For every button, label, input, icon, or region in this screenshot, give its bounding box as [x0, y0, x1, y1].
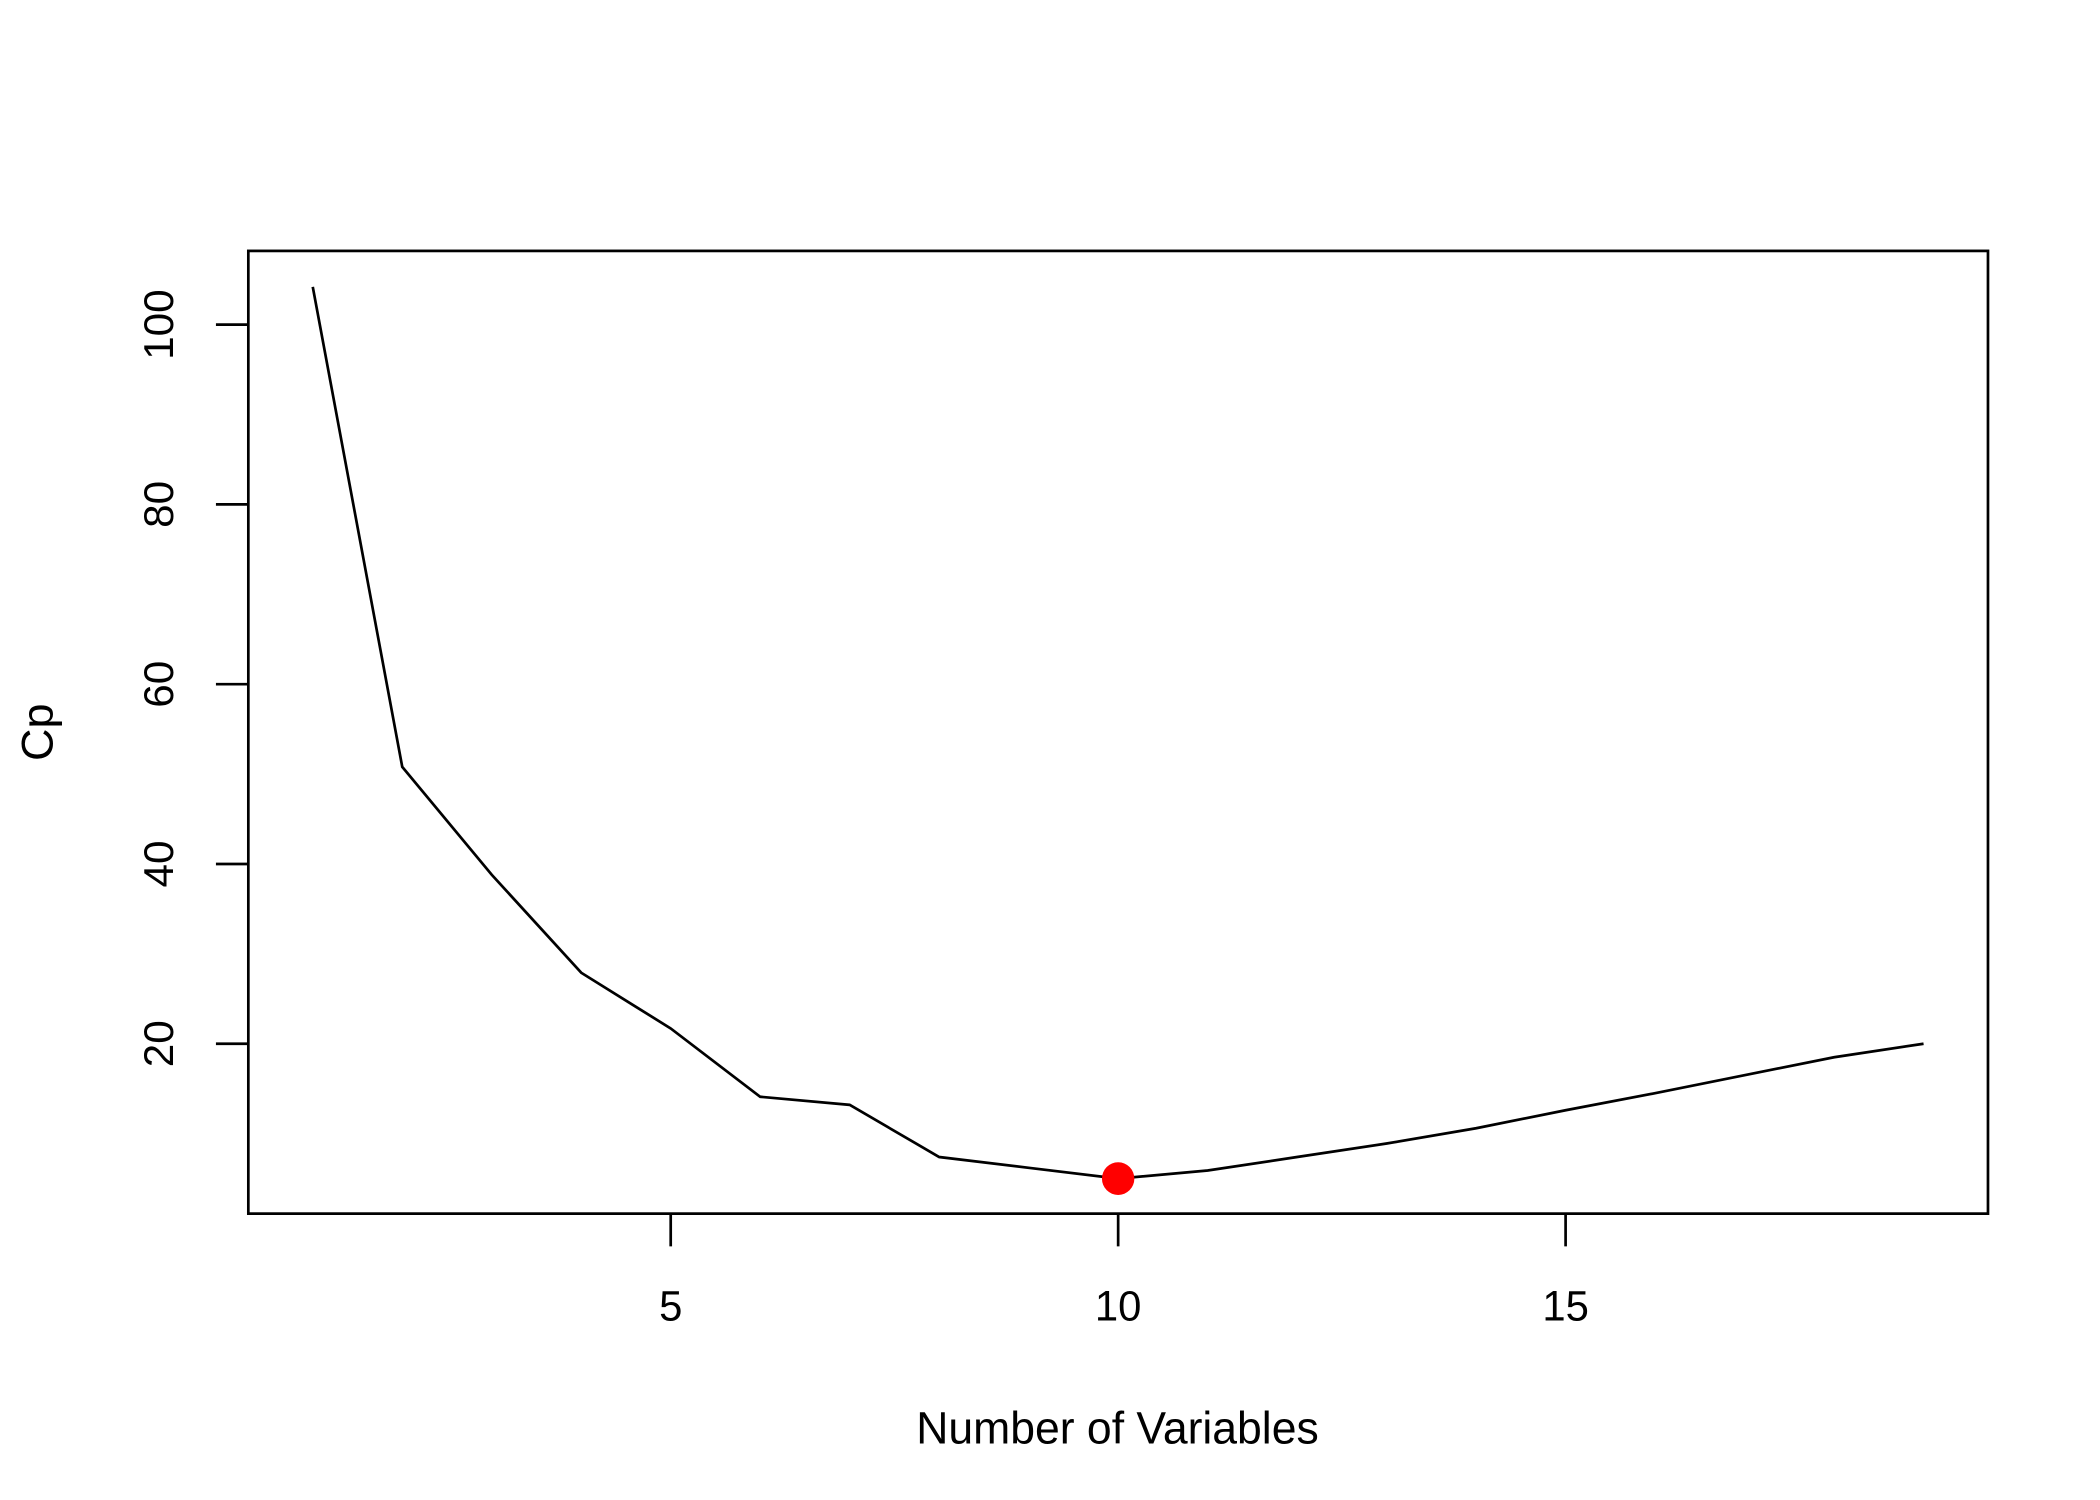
y-tick-label: 20 [135, 1020, 182, 1067]
x-tick-label: 10 [1095, 1282, 1142, 1329]
x-axis-title: Number of Variables [916, 1404, 1318, 1454]
y-tick-label: 60 [135, 661, 182, 708]
y-tick-label: 100 [135, 289, 182, 360]
y-tick-label: 80 [135, 481, 182, 528]
plot-frame [246, 249, 1990, 1215]
data-line [311, 286, 1924, 1180]
x-tick-label: 5 [659, 1282, 682, 1329]
y-axis-title: Cp [12, 704, 62, 762]
highlight-point [1101, 1162, 1135, 1195]
y-tick-label: 40 [135, 840, 182, 887]
x-tick-label: 15 [1542, 1282, 1589, 1329]
